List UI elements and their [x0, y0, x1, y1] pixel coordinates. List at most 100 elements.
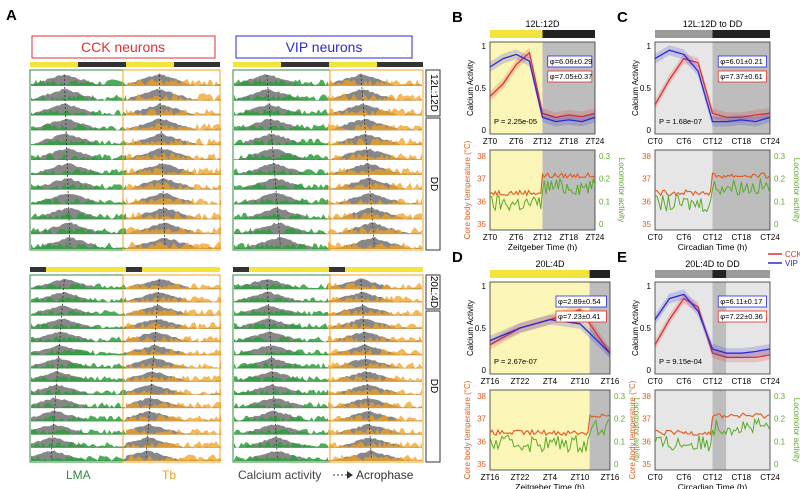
ytick-loco: 0.2: [599, 175, 611, 184]
ytick: 0: [482, 366, 487, 375]
xtick: CT0: [647, 377, 663, 386]
xtick: CT12: [703, 377, 723, 386]
ytick-loco: 0.3: [614, 392, 626, 401]
xtick: ZT12: [533, 233, 552, 242]
series-band: [490, 47, 595, 123]
series-band: [655, 45, 770, 127]
ytick-temp: 35: [642, 220, 651, 229]
panel-c: C 12L:12D to DD 1 0.5 0 Calcium Activity φ=6.0…: [617, 9, 800, 252]
xtick: CT18: [731, 473, 751, 482]
label-dd-bottom: DD: [428, 379, 439, 393]
panel-letter-b: B: [452, 9, 463, 26]
p-value: P = 9.15e-04: [659, 357, 702, 366]
ytick-loco: 0: [614, 460, 619, 469]
ytick: 1: [482, 282, 487, 291]
ytick: 0.5: [475, 324, 487, 333]
ytick-loco: 0.1: [599, 197, 611, 206]
ytick: 0: [647, 126, 652, 135]
phi-cck: φ=7.05±0.37: [550, 72, 593, 81]
xtick: ZT24: [586, 137, 605, 146]
ytick-loco: 0.1: [774, 197, 786, 206]
actogram-vip-top: [234, 73, 422, 249]
xtick: ZT4: [543, 377, 558, 386]
label-dd-top: DD: [428, 177, 439, 191]
y-axis-label: Calcium Activity: [631, 300, 640, 356]
ytick-temp: 36: [642, 437, 651, 446]
temperature-line: [654, 412, 771, 436]
y-axis-label-loco: Locomotor activity: [617, 158, 626, 222]
series-line-cck: [654, 297, 771, 359]
panel-header: 12L:12D: [525, 19, 560, 29]
panel-d: D 20L:4D 1 0.5 0 Calcium Activity φ=2.89±0.54 φ…: [452, 249, 641, 489]
ytick-loco: 0: [774, 460, 779, 469]
ytick: 0.5: [475, 84, 487, 93]
series-line-vip: [654, 293, 771, 354]
xtick: ZT18: [559, 137, 578, 146]
locomotor-line: [489, 418, 611, 454]
x-axis-label: Circadian Time (h): [678, 242, 748, 252]
ytick-temp: 36: [642, 197, 651, 206]
xtick: ZT10: [571, 473, 590, 482]
legend-tb: Tb: [162, 468, 176, 482]
label-box-12l12d: [425, 69, 441, 117]
label-box-20l4d: [425, 274, 441, 310]
y-axis-label: Calcium Activity: [631, 60, 640, 116]
y-axis-label-temp: Core body temperature (°C): [628, 380, 637, 479]
xtick: ZT16: [481, 473, 500, 482]
xtick: ZT6: [509, 137, 524, 146]
label-box-dd-top: [425, 117, 441, 251]
xtick: CT24: [760, 377, 780, 386]
y-axis-label-loco: Locomotor activity: [792, 158, 800, 222]
ytick-temp: 35: [477, 220, 486, 229]
ytick-temp: 37: [477, 175, 486, 184]
series-band: [655, 53, 770, 123]
ytick-temp: 38: [477, 152, 486, 161]
panel-header: 12L:12D to DD: [683, 19, 743, 29]
ytick-loco: 0.2: [614, 415, 626, 424]
series-band: [490, 314, 610, 359]
ytick-temp: 36: [477, 437, 486, 446]
actogram-vip-bottom: [234, 278, 422, 461]
temperature-line: [489, 413, 611, 437]
xtick: ZT12: [533, 137, 552, 146]
xtick: ZT10: [571, 377, 590, 386]
ytick-temp: 38: [477, 392, 486, 401]
temperature-line: [489, 171, 596, 197]
xtick: ZT24: [586, 233, 605, 242]
phi-cck: φ=7.23±0.41: [558, 312, 601, 321]
locomotor-line: [654, 417, 771, 452]
xtick: CT18: [731, 137, 751, 146]
panel-header: 20L:4D to DD: [685, 259, 740, 269]
ytick-loco: 0: [599, 220, 604, 229]
y-axis-label: Calcium Activity: [466, 300, 475, 356]
ytick: 1: [647, 42, 652, 51]
vip-title-box: [235, 35, 413, 59]
vip-title: VIP neurons: [286, 39, 363, 55]
ytick-loco: 0.1: [774, 437, 786, 446]
xtick: ZT0: [483, 233, 498, 242]
ytick: 0: [647, 366, 652, 375]
panel-b: B 12L:12D 1 0.5 0 Calcium Activity φ=6.06±0.29…: [452, 9, 626, 252]
ytick-temp: 35: [477, 460, 486, 469]
phi-cck: φ=7.37±0.61: [720, 72, 763, 81]
ytick-temp: 37: [477, 415, 486, 424]
series-band: [490, 49, 595, 127]
p-value: P = 2.25e-05: [494, 117, 537, 126]
cck-title-box: [31, 35, 216, 59]
ytick-temp: 38: [642, 392, 651, 401]
y-axis-label-temp: Core body temperature (°C): [463, 380, 472, 479]
ytick: 1: [647, 282, 652, 291]
temperature-line: [654, 172, 771, 197]
label-20l4d: 20L:4D: [428, 276, 439, 308]
xtick: CT0: [647, 233, 663, 242]
xtick: CT18: [731, 233, 751, 242]
ytick: 0: [482, 126, 487, 135]
ytick-temp: 38: [642, 152, 651, 161]
ytick-loco: 0.3: [774, 152, 786, 161]
ytick-loco: 0.2: [774, 415, 786, 424]
legend-vip: VIP: [785, 259, 798, 268]
xtick: CT12: [703, 233, 723, 242]
ytick-loco: 0.2: [774, 175, 786, 184]
ytick-temp: 36: [477, 197, 486, 206]
x-axis-label: Circadian Time (h): [678, 482, 748, 489]
